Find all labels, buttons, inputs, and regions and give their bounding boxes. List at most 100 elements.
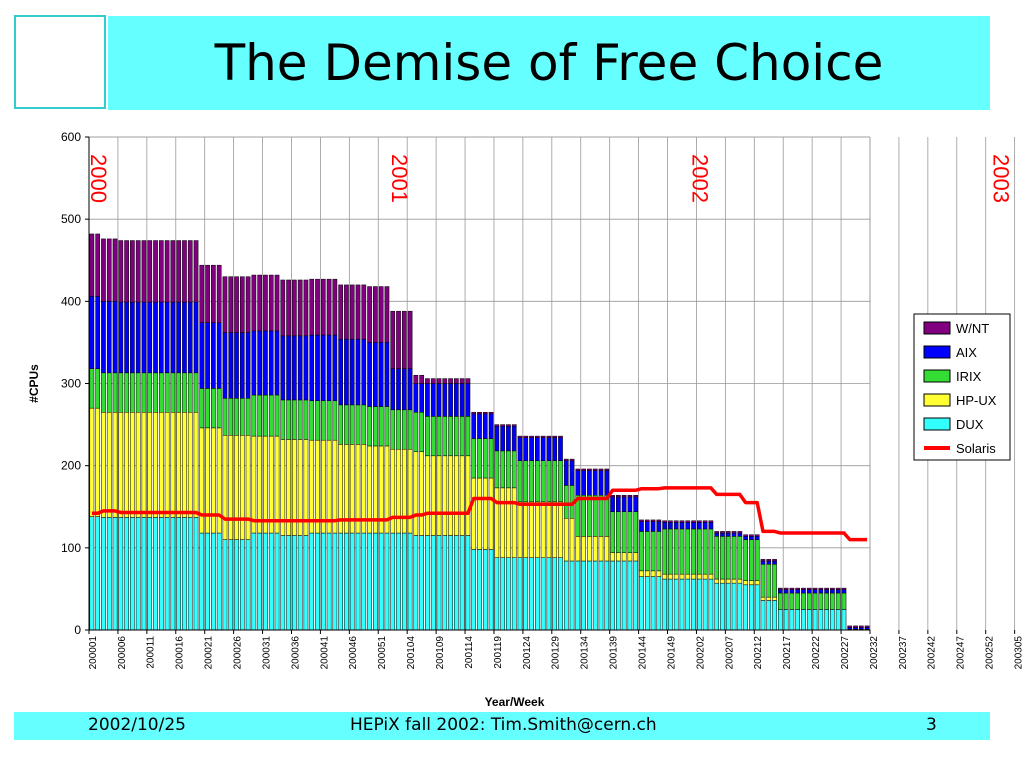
bar-irix bbox=[442, 416, 448, 457]
bar-hp-ux bbox=[604, 536, 610, 562]
bar-dux bbox=[650, 576, 656, 631]
bar-w-nt bbox=[471, 412, 477, 415]
bar-aix bbox=[662, 522, 667, 530]
bar-aix bbox=[772, 560, 777, 565]
bar-irix bbox=[749, 539, 754, 581]
bar-hp-ux bbox=[118, 412, 124, 518]
bar-aix bbox=[286, 335, 291, 401]
bar-aix bbox=[141, 301, 147, 374]
bar-hp-ux bbox=[187, 412, 193, 518]
bar-w-nt bbox=[153, 240, 158, 303]
y-axis-label: #CPUs bbox=[27, 364, 41, 403]
bar-irix bbox=[697, 528, 702, 575]
bar-dux bbox=[766, 600, 772, 631]
bar-w-nt bbox=[731, 531, 737, 534]
bar-aix bbox=[616, 496, 621, 512]
bar-dux bbox=[546, 557, 552, 631]
bar-dux bbox=[644, 576, 650, 631]
bar-w-nt bbox=[592, 468, 598, 471]
solaris-line bbox=[91, 486, 868, 542]
bar-hp-ux bbox=[581, 536, 586, 562]
y-tick-label: 300 bbox=[61, 377, 81, 391]
bar-hp-ux bbox=[396, 448, 401, 534]
bar-dux bbox=[737, 582, 743, 631]
bar-w-nt bbox=[824, 587, 829, 590]
bar-dux bbox=[801, 609, 806, 631]
bar-irix bbox=[535, 460, 540, 503]
bar-dux bbox=[465, 535, 471, 631]
bar-w-nt bbox=[199, 264, 205, 323]
bar-w-nt bbox=[413, 375, 419, 384]
y-tick-label: 100 bbox=[61, 541, 81, 555]
bar-hp-ux bbox=[158, 412, 164, 518]
bar-irix bbox=[135, 372, 141, 413]
footer-date: 2002/10/25 bbox=[88, 715, 186, 735]
bar-dux bbox=[673, 578, 679, 631]
bar-dux bbox=[668, 578, 673, 631]
bar-aix bbox=[401, 368, 407, 411]
bar-irix bbox=[407, 409, 413, 450]
legend-label-hp-ux: HP-UX bbox=[956, 393, 997, 408]
bar-w-nt bbox=[448, 378, 453, 384]
bar-irix bbox=[546, 460, 552, 503]
bar-aix bbox=[222, 332, 228, 399]
bar-dux bbox=[349, 532, 355, 631]
bar-hp-ux bbox=[164, 412, 170, 518]
x-tick-label: 200202 bbox=[695, 636, 706, 670]
bar-dux bbox=[477, 549, 482, 631]
bar-aix bbox=[610, 496, 615, 512]
y-tick-label: 0 bbox=[74, 623, 81, 637]
bar-hp-ux bbox=[754, 580, 760, 586]
bar-w-nt bbox=[806, 587, 812, 590]
bar-dux bbox=[257, 532, 262, 631]
x-tick-label: 200041 bbox=[319, 636, 330, 670]
bar-w-nt bbox=[616, 494, 621, 498]
bar-hp-ux bbox=[89, 407, 95, 517]
bar-aix bbox=[303, 335, 309, 401]
bar-hp-ux bbox=[141, 412, 147, 518]
bar-irix bbox=[176, 372, 182, 413]
bar-irix bbox=[506, 450, 511, 489]
bar-hp-ux bbox=[598, 536, 604, 562]
bar-aix bbox=[835, 589, 841, 594]
bar-w-nt bbox=[552, 435, 558, 438]
bar-irix bbox=[488, 438, 494, 479]
bar-dux bbox=[708, 578, 714, 631]
y-tick-label: 400 bbox=[61, 294, 81, 308]
bar-dux bbox=[158, 517, 164, 631]
bar-irix bbox=[280, 399, 286, 440]
bar-irix bbox=[153, 372, 158, 413]
bar-irix bbox=[286, 399, 291, 440]
bar-aix bbox=[783, 589, 789, 594]
bar-hp-ux bbox=[130, 412, 135, 518]
bar-dux bbox=[320, 532, 326, 631]
bar-w-nt bbox=[257, 274, 262, 332]
bar-dux bbox=[494, 557, 500, 631]
bar-hp-ux bbox=[633, 552, 639, 562]
bar-dux bbox=[425, 535, 430, 631]
bar-dux bbox=[639, 576, 644, 631]
bar-w-nt bbox=[662, 520, 667, 523]
bar-aix bbox=[795, 589, 801, 594]
bar-hp-ux bbox=[592, 536, 598, 562]
x-axis-label: Year/Week bbox=[485, 695, 545, 709]
bar-w-nt bbox=[818, 587, 824, 590]
bar-dux bbox=[89, 516, 95, 631]
bar-aix bbox=[494, 425, 500, 452]
bar-aix bbox=[228, 332, 234, 399]
bar-hp-ux bbox=[494, 487, 500, 558]
bar-dux bbox=[523, 557, 529, 631]
bar-w-nt bbox=[268, 274, 274, 332]
bar-dux bbox=[268, 532, 274, 631]
bar-hp-ux bbox=[211, 427, 216, 534]
bar-dux bbox=[569, 560, 575, 631]
bar-dux bbox=[332, 532, 338, 631]
bar-w-nt bbox=[621, 494, 627, 498]
bar-irix bbox=[552, 460, 558, 503]
bar-aix bbox=[766, 560, 772, 565]
bar-dux bbox=[95, 516, 101, 631]
bar-dux bbox=[124, 517, 129, 631]
title-logo-box bbox=[14, 15, 106, 109]
bar-irix bbox=[361, 404, 367, 445]
bar-dux bbox=[367, 532, 372, 631]
